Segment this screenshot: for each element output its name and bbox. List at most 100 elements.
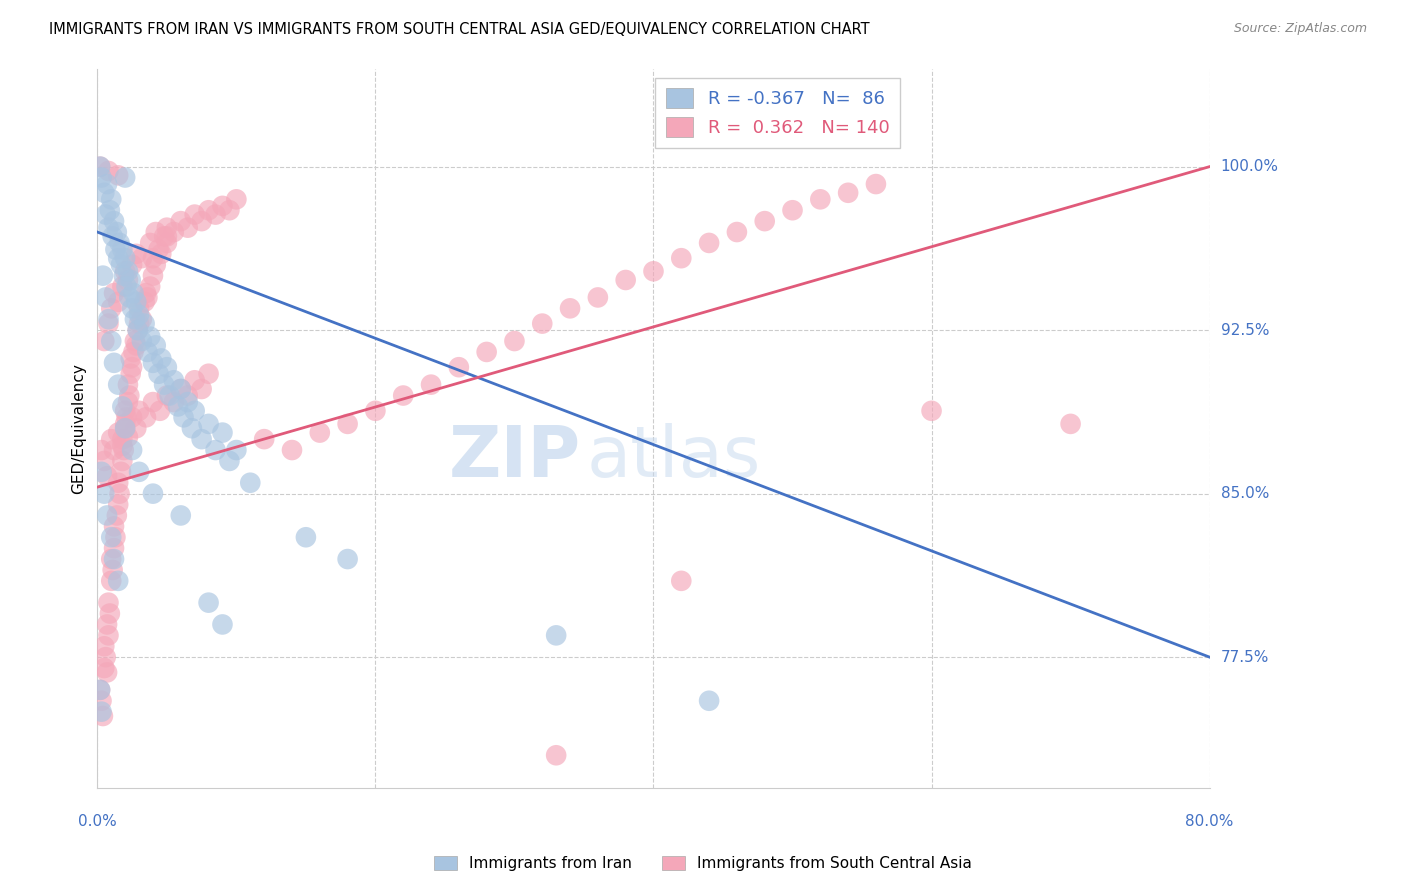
Point (114, 170, 136, 185)
Point (308, 425, 330, 440)
Point (90, 443, 112, 458)
Point (103, 214, 125, 228)
Point (89, 682, 111, 697)
Point (96, 665, 118, 680)
Point (93, 486, 115, 500)
Point (153, 377, 176, 392)
Point (671, 574, 693, 588)
Point (125, 247, 148, 261)
Point (447, 360, 470, 375)
Point (107, 169, 129, 183)
Point (392, 388, 415, 402)
Text: 85.0%: 85.0% (1220, 486, 1270, 501)
Point (197, 596, 219, 610)
Point (190, 432, 212, 446)
Point (100, 192, 122, 206)
Point (170, 382, 193, 396)
Point (114, 264, 136, 278)
Point (107, 498, 129, 512)
Point (114, 421, 136, 435)
Point (103, 443, 125, 458)
Point (103, 519, 125, 533)
Point (108, 486, 131, 500)
Point (107, 294, 129, 309)
Point (96, 177, 118, 191)
Point (134, 294, 156, 309)
Point (112, 443, 135, 458)
Point (211, 425, 233, 440)
Point (163, 225, 186, 239)
Point (105, 225, 128, 239)
Point (91, 709, 114, 723)
Point (94, 208, 117, 222)
Point (97, 628, 120, 642)
Point (281, 443, 304, 458)
Point (145, 338, 167, 352)
Point (475, 345, 498, 359)
Point (122, 345, 145, 359)
Point (100, 334, 122, 348)
Point (91, 268, 114, 283)
Point (110, 465, 132, 479)
Point (145, 225, 167, 239)
Point (111, 432, 134, 446)
Point (100, 432, 122, 446)
Point (105, 508, 128, 523)
Point (89, 160, 111, 174)
Point (121, 301, 143, 316)
Point (117, 377, 139, 392)
Point (148, 243, 170, 257)
Point (145, 258, 167, 272)
Point (111, 400, 134, 414)
Point (117, 273, 139, 287)
Point (114, 417, 136, 431)
Point (131, 251, 153, 265)
Point (101, 563, 124, 577)
Point (96, 617, 118, 632)
Point (156, 388, 179, 402)
Point (546, 628, 568, 642)
Point (93, 334, 115, 348)
Point (135, 286, 157, 301)
Point (170, 508, 193, 523)
Point (107, 251, 129, 265)
Point (253, 432, 276, 446)
Point (183, 373, 205, 387)
Point (112, 268, 135, 283)
Point (98, 203, 121, 218)
Point (211, 617, 233, 632)
Point (100, 530, 122, 544)
Point (117, 395, 139, 409)
Point (177, 395, 200, 409)
Point (108, 235, 131, 250)
Y-axis label: GED/Equivalency: GED/Equivalency (72, 363, 86, 493)
Point (921, 404, 943, 418)
Point (139, 235, 162, 250)
Point (124, 334, 146, 348)
Point (170, 382, 193, 396)
Point (153, 229, 176, 244)
Point (125, 338, 148, 352)
Point (96, 508, 118, 523)
Point (586, 290, 609, 304)
Point (89, 682, 111, 697)
Point (111, 279, 134, 293)
Point (197, 417, 219, 431)
Point (725, 225, 748, 239)
Point (97, 596, 120, 610)
Point (163, 395, 186, 409)
Point (180, 421, 202, 435)
Point (125, 421, 148, 435)
Point (167, 400, 190, 414)
Point (139, 279, 162, 293)
Point (177, 220, 200, 235)
Point (117, 264, 139, 278)
Point (115, 410, 138, 425)
Text: 77.5%: 77.5% (1220, 649, 1270, 665)
Point (121, 258, 143, 272)
Point (150, 351, 173, 366)
Point (128, 404, 150, 418)
Point (97, 312, 120, 326)
Point (114, 251, 136, 265)
Text: 100.0%: 100.0% (1220, 159, 1278, 174)
